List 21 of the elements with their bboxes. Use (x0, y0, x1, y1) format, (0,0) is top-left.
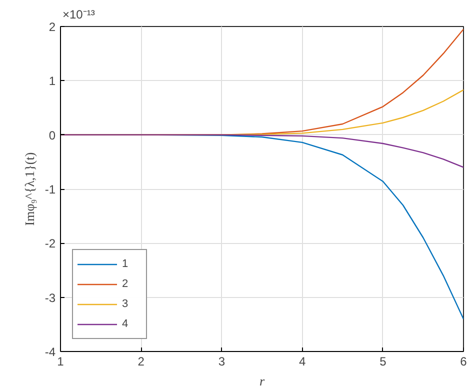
y-axis-title: Imφ₉^{λ,1}(t) (22, 152, 37, 226)
x-tick-label: 5 (380, 354, 387, 368)
x-tick-label: 6 (460, 354, 468, 368)
y-tick-label: -2 (44, 236, 56, 251)
x-tick-label: 3 (218, 354, 226, 368)
x-axis-title: r (259, 374, 266, 388)
x-tick-label: 2 (138, 354, 145, 368)
legend-label: 2 (122, 278, 130, 290)
y-tick-label: -3 (44, 290, 56, 305)
y-tick-label: 2 (48, 20, 56, 34)
y-tick-label: 1 (48, 74, 56, 88)
x-tick-label: 4 (298, 354, 306, 368)
line-series (60, 134, 464, 168)
y-tick-label: -1 (44, 182, 56, 196)
legend-label: 3 (122, 298, 130, 310)
legend-label: 1 (122, 258, 130, 270)
text: ×10⁻¹³ (62, 8, 95, 22)
y-tick-label: -4 (44, 345, 56, 359)
y-tick-label: 0 (48, 128, 56, 142)
legend-label: 4 (122, 318, 130, 330)
x-tick-label: 1 (57, 354, 64, 368)
